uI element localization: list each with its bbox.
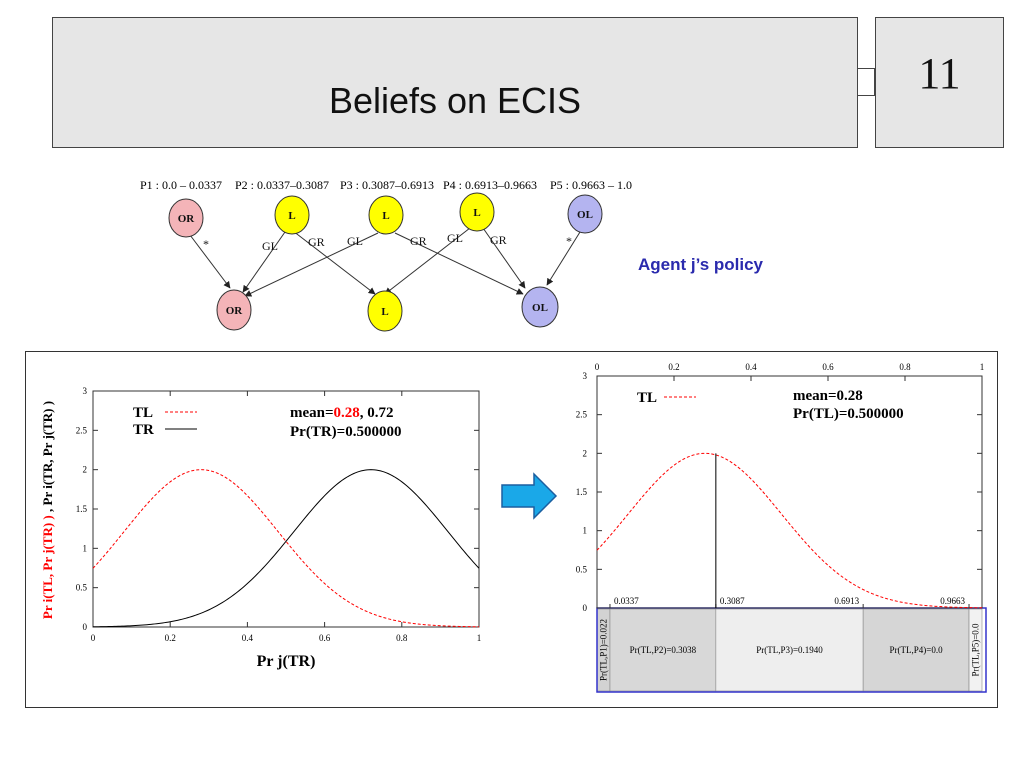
node-label: OR [178, 213, 196, 225]
left-xtick-label: 0.8 [396, 633, 408, 643]
node-label: L [382, 210, 389, 222]
left-ytick-label: 2 [83, 465, 88, 475]
right-xtick-label: 0.6 [822, 362, 834, 372]
node-label: OL [532, 302, 548, 314]
node-label: L [288, 210, 295, 222]
policy-edge [546, 231, 581, 286]
right-series-tl-line [596, 452, 983, 609]
edge-label: * [203, 237, 209, 251]
right-boundary-label: 0.0337 [614, 596, 639, 606]
left-series-tl-line [92, 469, 480, 628]
title-connector [858, 68, 875, 96]
right-annotation-mean: mean=0.28 [793, 388, 863, 404]
left-xtick-label: 0.4 [242, 633, 254, 643]
policy-edge [384, 227, 471, 295]
right-ytick-label: 0 [583, 603, 588, 613]
node-top-or [168, 198, 204, 238]
edge-label: GR [490, 233, 507, 247]
right-region-label: Pr(TL,P1)=0.022 [598, 619, 608, 681]
node-top-l3 [459, 192, 495, 232]
left-annotation-pr: Pr(TR)=0.500000 [290, 424, 401, 440]
right-ytick-label: 2 [583, 448, 588, 458]
policy-edge [244, 232, 379, 297]
right-region [715, 608, 864, 692]
right-region [968, 608, 983, 692]
right-region-label: Pr(TL,P2)=0.3038 [630, 645, 697, 655]
node-top-l1 [274, 195, 310, 235]
left-xtick-label: 0.2 [165, 633, 176, 643]
node-label: L [473, 207, 480, 219]
right-region-label: Pr(TL,P3)=0.1940 [756, 645, 823, 655]
agent-policy-label: Agent j’s policy [638, 255, 764, 274]
right-annotation-pr: Pr(TL)=0.500000 [793, 406, 904, 422]
slide-title-box: Beliefs on ECIS [52, 17, 858, 148]
right-ytick-label: 2.5 [576, 410, 588, 420]
left-ytick-label: 1 [83, 543, 88, 553]
right-boundary-label: 0.3087 [720, 596, 745, 606]
slide-number-box: 11 [875, 17, 1004, 148]
partition-label-p1: P1 : 0.0 – 0.0337 [140, 178, 222, 192]
partition-label-p5: P5 : 0.9663 – 1.0 [550, 178, 632, 192]
policy-edge [189, 234, 231, 289]
right-xtick-label: 0.4 [745, 362, 757, 372]
policy-edge [394, 232, 524, 295]
edge-label: GL [447, 231, 463, 245]
right-region-label: Pr(TL,P5)=0.0 [971, 623, 981, 677]
right-plot-frame [596, 375, 983, 609]
left-ytick-label: 1.5 [76, 504, 88, 514]
policy-edge [482, 227, 526, 289]
left-xtick-label: 0 [91, 633, 96, 643]
left-series-tr-line [92, 469, 480, 628]
node-bottom-ol [521, 286, 559, 328]
node-bottom-l [367, 290, 403, 332]
node-bottom-or [216, 289, 252, 331]
policy-diagram: P1 : 0.0 – 0.0337 P2 : 0.0337–0.3087 P3 … [140, 178, 632, 332]
node-label: OR [226, 305, 244, 317]
left-ylabel: Pr i(TL, Pr j(TR) ) , Pr i(TR, Pr j(TR) … [40, 401, 55, 619]
right-ytick-label: 0.5 [576, 564, 588, 574]
right-ytick-label: 3 [583, 371, 588, 381]
left-ytick-label: 2.5 [76, 425, 88, 435]
policy-edge [242, 231, 286, 293]
right-xtick-label: 0 [595, 362, 600, 372]
edge-label: GL [262, 239, 278, 253]
left-ytick-label: 0 [83, 622, 88, 632]
right-region-label: Pr(TL,P4)=0.0 [890, 645, 944, 655]
left-xtick-label: 0.6 [319, 633, 331, 643]
right-legend-tl-label: TL [637, 390, 657, 406]
right-ytick-label: 1 [583, 526, 588, 536]
left-legend-tr-label: TR [133, 422, 154, 438]
edge-label: GR [308, 235, 325, 249]
node-label: L [381, 306, 388, 318]
policy-edge [292, 230, 376, 295]
partition-label-p3: P3 : 0.3087–0.6913 [340, 178, 434, 192]
right-xtick-label: 0.8 [899, 362, 911, 372]
left-ytick-label: 0.5 [76, 583, 88, 593]
right-xtick-label: 0.2 [668, 362, 679, 372]
right-ytick-label: 1.5 [576, 487, 588, 497]
node-top-l2 [368, 195, 404, 235]
right-region [609, 608, 717, 692]
transition-arrow [501, 472, 558, 520]
right-region [862, 608, 970, 692]
slide-title: Beliefs on ECIS [328, 80, 582, 121]
partition-label-p2: P2 : 0.0337–0.3087 [235, 178, 329, 192]
right-xtick-label: 1 [980, 362, 985, 372]
right-boundary-label: 0.9663 [940, 596, 965, 606]
partition-label-p4: P4 : 0.6913–0.9663 [443, 178, 537, 192]
right-boundary-label: 0.6913 [834, 596, 859, 606]
node-label: OL [577, 209, 593, 221]
edge-label: * [566, 234, 572, 248]
left-xlabel: Pr j(TR) [257, 653, 316, 670]
left-legend-tl-label: TL [133, 405, 153, 421]
slide-number: 11 [918, 49, 961, 98]
edge-label: GR [410, 234, 427, 248]
left-annotation-mean: mean=0.28, 0.72 [290, 405, 394, 421]
node-top-ol [567, 194, 603, 234]
left-ytick-label: 3 [83, 386, 88, 396]
left-xtick-label: 1 [477, 633, 482, 643]
edge-label: GL [347, 234, 363, 248]
